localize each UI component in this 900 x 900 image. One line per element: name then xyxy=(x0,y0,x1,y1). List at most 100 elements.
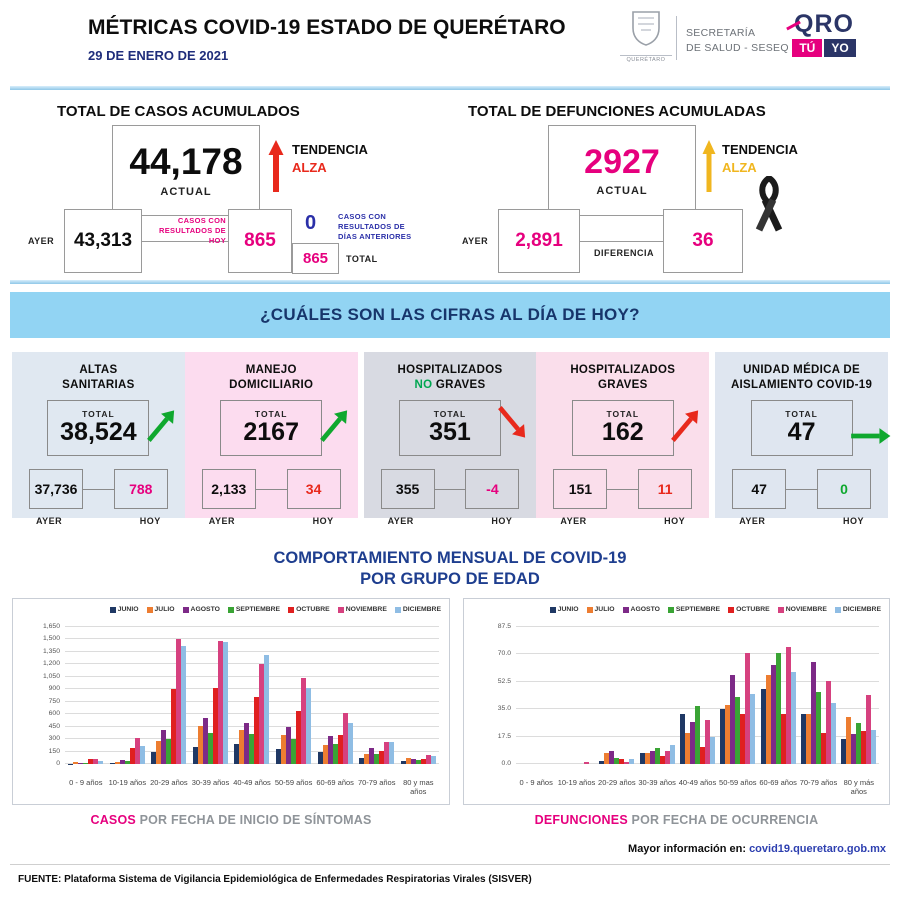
plot-area: 1,650 1,500 1,350 1,200 1,050 900 750 600 450 300… xyxy=(43,623,439,767)
bar-group xyxy=(720,627,756,764)
bar xyxy=(332,744,338,764)
bar-groups xyxy=(65,627,439,764)
bar xyxy=(654,748,660,764)
bar xyxy=(745,652,751,764)
source-note: FUENTE: Plataforma Sistema de Vigilancia… xyxy=(18,874,532,885)
bar xyxy=(604,753,610,764)
card-title-line2: DOMICILIARIO xyxy=(229,378,314,391)
y-axis-tick-label: 0 xyxy=(56,760,60,767)
bar xyxy=(254,696,260,764)
bar xyxy=(171,689,177,764)
caption-accent: DEFUNCIONES xyxy=(534,813,628,827)
bar xyxy=(322,745,328,764)
bar xyxy=(181,645,187,764)
card-hoy-label: HOY xyxy=(842,515,864,526)
card-trend-arrow-icon xyxy=(319,410,347,442)
cases-connector-line xyxy=(142,241,228,242)
card-total-box: TOTAL 162 xyxy=(571,399,674,456)
deaths-heading: TOTAL DE DEFUNCIONES ACUMULADAS xyxy=(468,103,766,120)
legend-item: JUNIO xyxy=(549,606,579,613)
card-title-line2: GRAVES xyxy=(598,378,648,391)
card-unidad-medica-aislamiento: UNIDAD MÉDICA DE AISLAMIENTO COVID-19 TOT… xyxy=(715,352,891,526)
more-info-link[interactable]: covid19.queretaro.gob.mx xyxy=(749,843,886,855)
bar xyxy=(639,753,645,764)
cases-total-box: 865 xyxy=(292,243,339,274)
card-connector-line xyxy=(254,488,288,490)
x-axis-tick-label: 20-29 años xyxy=(150,778,188,787)
y-axis-tick-label: 17.5 xyxy=(497,732,511,740)
card-title-line2: SANITARIAS xyxy=(62,378,135,391)
legend-swatch xyxy=(146,606,153,613)
bar xyxy=(202,717,208,764)
card-total-value: 47 xyxy=(787,418,816,447)
gridline xyxy=(65,713,439,715)
bar-group xyxy=(639,627,675,764)
card-title: MANEJO DOMICILIARIO xyxy=(185,363,358,393)
card-title-line1: HOSPITALIZADOS xyxy=(397,364,503,376)
bar xyxy=(740,713,746,764)
caption-rest: POR FECHA DE OCURRENCIA xyxy=(627,813,819,827)
bar xyxy=(689,721,695,764)
card-total-label: TOTAL xyxy=(785,409,818,420)
x-axis-labels: 0 - 9 años 10-19 años 20-29 años 30-39 años… xyxy=(65,778,439,796)
card-sub-labels: AYER HOY xyxy=(12,516,185,526)
y-axis-tick-label: 300 xyxy=(48,735,60,743)
card-title-line2: GRAVES xyxy=(432,378,486,391)
card-total-label: TOTAL xyxy=(82,409,115,420)
legend-item: OCTUBRE xyxy=(288,606,330,613)
x-axis-tick-label: 70-79 años xyxy=(357,778,396,787)
bar-group xyxy=(679,627,715,764)
card-trend-arrow-icon xyxy=(851,428,891,444)
chart-legend: JUNIO JULIO AGOSTO SEPTIEMBRE OCTUBRE NOVIEMB… xyxy=(109,606,441,613)
bar xyxy=(301,678,306,764)
x-axis-tick-label: 80 y más años xyxy=(843,778,874,796)
x-axis-labels: 0 - 9 años 10-19 años 20-29 años 30-39 años… xyxy=(516,778,879,796)
gridline xyxy=(65,725,439,727)
bar-group xyxy=(192,627,228,764)
bar xyxy=(699,746,705,764)
logo-divider xyxy=(676,16,677,60)
legend-swatch xyxy=(394,606,401,613)
bar xyxy=(830,702,836,764)
bar xyxy=(583,762,589,764)
bar-group xyxy=(276,627,311,764)
bar xyxy=(119,760,125,764)
more-info: Mayor información en: covid19.queretaro.… xyxy=(628,843,886,855)
deaths-ayer-label: AYER xyxy=(462,236,489,246)
card-sub-row: 37,736 788 xyxy=(12,468,185,509)
legend-item: NOVIEMBRE xyxy=(337,606,387,613)
card-hoy-label: HOY xyxy=(312,515,334,526)
y-axis-tick-label: 1,050 xyxy=(42,672,60,680)
deaths-chart-caption: DEFUNCIONES POR FECHA DE OCURRENCIA xyxy=(463,813,890,827)
card-ayer-value: 355 xyxy=(380,468,435,509)
bar xyxy=(98,761,104,764)
charts-section-title: COMPORTAMIENTO MENSUAL DE COVID-19 POR G… xyxy=(0,548,900,589)
card-hospitalizados-graves: HOSPITALIZADOS GRAVES TOTAL 162 151 11 AY… xyxy=(536,352,710,526)
cases-actual-value: 44,178 xyxy=(129,141,243,182)
bar xyxy=(359,757,365,764)
card-total-value: 351 xyxy=(429,418,471,447)
x-axis-tick-label: 30-39 años xyxy=(638,778,676,787)
cases-trend-value: ALZA xyxy=(292,160,327,175)
bar xyxy=(750,693,756,764)
bar xyxy=(129,747,135,764)
plot-area: 87.5 70.0 52.5 35.0 17.5 0.0 xyxy=(498,623,879,767)
card-sub-labels: AYER HOY xyxy=(364,516,537,526)
bar xyxy=(760,688,766,764)
card-total-box: TOTAL 38,524 xyxy=(47,399,150,456)
bar xyxy=(286,727,291,764)
x-axis-tick-label: 30-39 años xyxy=(191,778,230,787)
gridline xyxy=(65,675,439,677)
x-axis-tick-label: 50-59 años xyxy=(719,778,757,787)
card-total-box: TOTAL 47 xyxy=(750,399,853,456)
bar xyxy=(222,641,228,764)
card-total-value: 2167 xyxy=(243,418,299,447)
bar-group xyxy=(559,627,594,764)
deaths-diff-label: DIFERENCIA xyxy=(594,248,655,258)
bar xyxy=(614,757,620,764)
bar xyxy=(156,740,162,764)
deaths-by-age-chart: JUNIO JULIO AGOSTO SEPTIEMBRE OCTUBRE NOVIEMB… xyxy=(463,598,890,805)
card-total-label: TOTAL xyxy=(254,409,288,420)
footer-divider xyxy=(10,864,890,865)
gridline xyxy=(516,626,879,627)
